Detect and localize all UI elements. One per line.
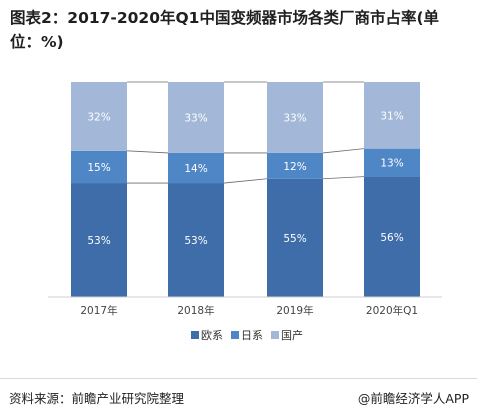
data-label-国产-2018年: 33% [184, 112, 207, 124]
bar-日系-2017年 [71, 150, 127, 184]
series-lines-layer [126, 81, 365, 184]
data-label-国产-2017年: 32% [87, 111, 110, 123]
credit-note: @前瞻经济学人APP [357, 391, 469, 406]
x-tick-label-2019年: 2019年 [276, 304, 313, 317]
bar-欧系-2019年 [267, 178, 323, 297]
bar-日系-2018年 [168, 152, 224, 184]
data-label-国产-2020年Q1: 31% [380, 110, 403, 122]
legend: 欧系 日系 国产 [191, 328, 303, 342]
data-label-日系-2020年Q1: 13% [380, 158, 403, 170]
x-tick-label-2018年: 2018年 [177, 304, 214, 317]
legend-label-欧系: 欧系 [201, 329, 223, 342]
bars-layer [71, 82, 420, 297]
series-line-日系-2 [322, 148, 365, 154]
legend-swatch-欧系 [191, 331, 199, 339]
footer: 资料来源：前瞻产业研究院整理 @前瞻经济学人APP [0, 378, 477, 414]
legend-label-国产: 国产 [281, 328, 303, 342]
legend-label-日系: 日系 [241, 329, 263, 342]
series-line-日系-0 [126, 150, 169, 154]
data-label-日系-2017年: 15% [87, 162, 110, 174]
bar-国产-2019年 [267, 82, 323, 153]
source-note: 资料来源：前瞻产业研究院整理 [9, 391, 185, 406]
legend-swatch-日系 [231, 331, 239, 339]
data-label-欧系-2017年: 53% [87, 235, 110, 247]
x-tick-label-2020年Q1: 2020年Q1 [366, 304, 418, 317]
bar-国产-2018年 [168, 82, 224, 153]
data-label-日系-2018年: 14% [184, 163, 207, 175]
data-labels-layer: 53% 15% 32% 53% 14% 33% 55% 12% 33% 56% 13% 31% [87, 110, 403, 247]
series-line-欧系-1 [223, 178, 268, 184]
bar-国产-2017年 [71, 82, 127, 151]
bar-日系-2020年Q1 [364, 148, 420, 177]
bar-国产-2020年Q1 [364, 82, 420, 149]
data-label-欧系-2020年Q1: 56% [380, 232, 403, 244]
x-tick-labels: 2017年 2018年 2019年 2020年Q1 [80, 304, 418, 317]
bar-欧系-2018年 [168, 183, 224, 297]
bar-欧系-2017年 [71, 183, 127, 297]
data-label-国产-2019年: 33% [283, 112, 306, 124]
series-line-欧系-2 [322, 176, 365, 180]
chart-title: 图表2：2017-2020年Q1中国变频器市场各类厂商市占率(单位：%) [10, 9, 440, 51]
x-tick-label-2017年: 2017年 [80, 304, 117, 317]
data-label-日系-2019年: 12% [283, 161, 306, 173]
bar-日系-2019年 [267, 152, 323, 179]
bar-欧系-2020年Q1 [364, 176, 420, 297]
data-label-欧系-2018年: 53% [184, 235, 207, 247]
data-label-欧系-2019年: 55% [283, 233, 306, 245]
legend-swatch-国产 [271, 331, 279, 339]
stacked-bar-chart: 53% 15% 32% 53% 14% 33% 55% 12% 33% 56% 13% 31% 201… [48, 81, 442, 342]
